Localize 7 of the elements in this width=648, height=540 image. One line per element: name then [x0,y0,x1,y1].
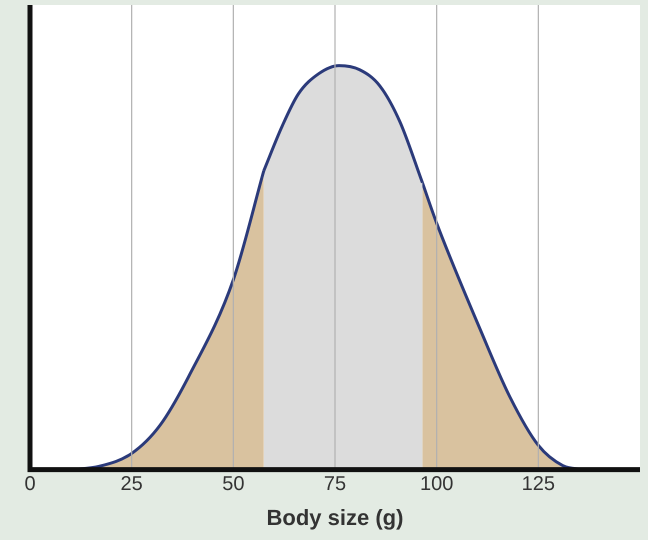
x-tick-label: 25 [120,473,143,496]
x-axis-title: Body size (g) [266,504,404,530]
x-tick-label: 100 [420,473,454,496]
x-tick-label: 75 [324,473,346,496]
x-tick-label: 125 [522,473,556,496]
x-tick-label: 0 [24,473,36,496]
x-tick-label: 50 [222,473,244,496]
